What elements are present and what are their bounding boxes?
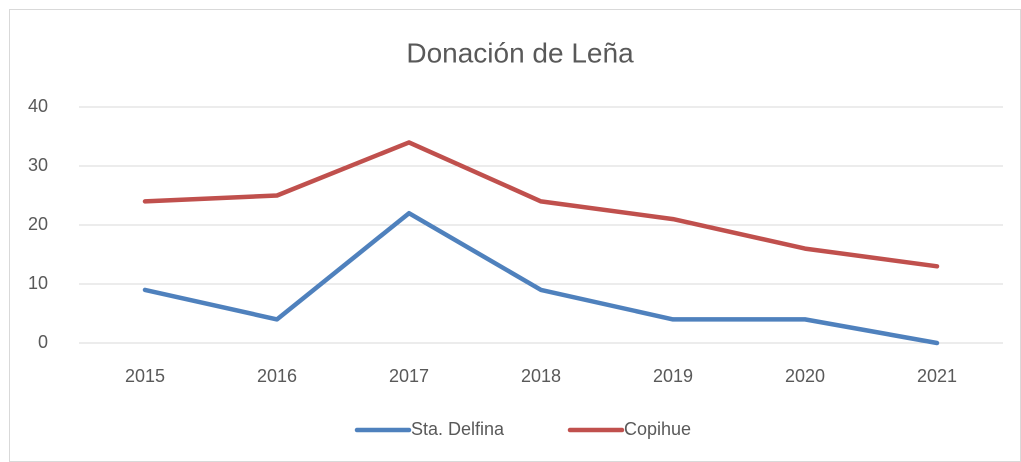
x-tick-label: 2016 bbox=[257, 366, 297, 386]
x-tick-label: 2021 bbox=[917, 366, 957, 386]
x-tick-label: 2015 bbox=[125, 366, 165, 386]
y-tick-label: 10 bbox=[28, 273, 48, 293]
chart-title: Donación de Leña bbox=[406, 37, 634, 68]
series-line bbox=[142, 210, 940, 346]
legend-label: Copihue bbox=[624, 419, 691, 439]
x-tick-label: 2020 bbox=[785, 366, 825, 386]
series-line bbox=[142, 140, 940, 269]
x-tick-label: 2018 bbox=[521, 366, 561, 386]
y-tick-label: 0 bbox=[38, 332, 48, 352]
x-tick-label: 2019 bbox=[653, 366, 693, 386]
chart-border bbox=[9, 9, 1021, 462]
y-tick-label: 20 bbox=[28, 214, 48, 234]
y-tick-label: 30 bbox=[28, 155, 48, 175]
y-tick-label: 40 bbox=[28, 96, 48, 116]
legend-label: Sta. Delfina bbox=[411, 419, 505, 439]
x-tick-label: 2017 bbox=[389, 366, 429, 386]
